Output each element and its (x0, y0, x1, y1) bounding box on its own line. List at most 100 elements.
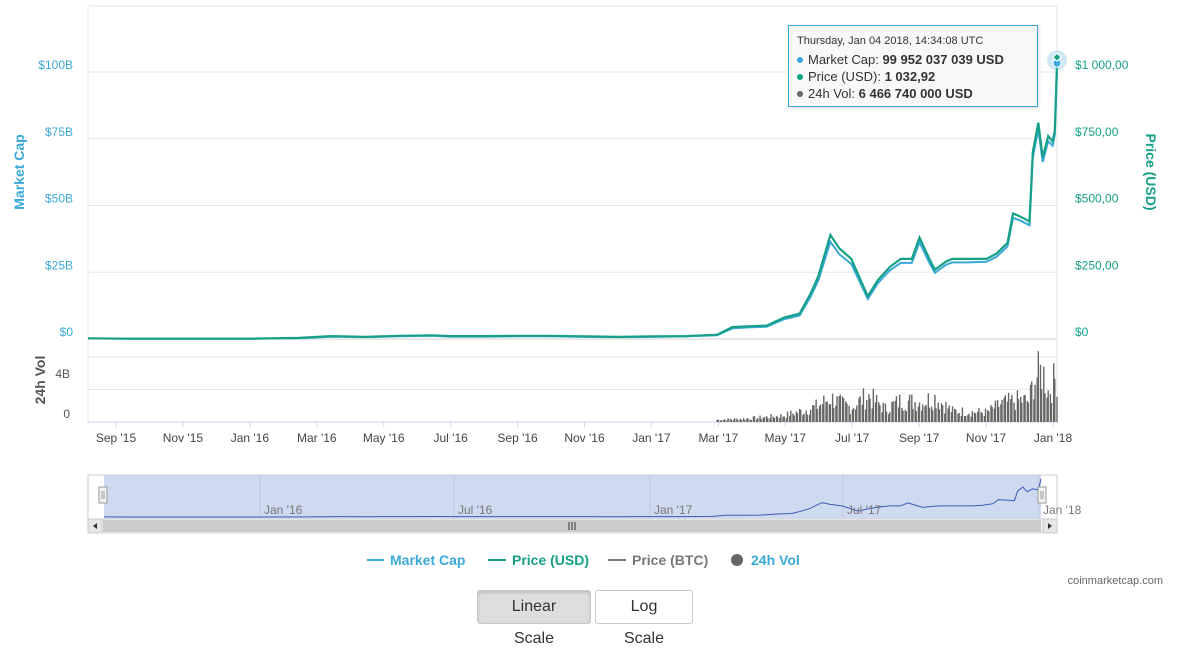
volume-bar (1049, 393, 1052, 422)
volume-bar (809, 409, 812, 422)
volume-bar (822, 404, 824, 422)
navigator-handle-left[interactable] (98, 486, 108, 504)
volume-bars (716, 351, 1058, 422)
hover-markers (1047, 50, 1067, 71)
volume-bar (803, 413, 805, 422)
legend-item-price-usd[interactable]: Price (USD) (488, 552, 589, 568)
volume-bar (716, 419, 718, 422)
volume-bar (889, 411, 891, 422)
volume-bar (856, 405, 858, 422)
volume-bar (974, 413, 977, 422)
volume-bar (944, 413, 946, 422)
volume-bar (984, 408, 987, 422)
legend-item-volume[interactable]: 24h Vol (731, 552, 800, 568)
volume-bar (973, 412, 976, 422)
volume-bar (917, 406, 920, 422)
volume-bar (938, 409, 941, 422)
volume-bar (930, 406, 933, 422)
volume-bar (866, 400, 868, 422)
volume-bar (991, 407, 993, 422)
volume-bar (878, 402, 880, 422)
volume-bar (790, 410, 792, 422)
volume-bar (1043, 366, 1045, 422)
tooltip-price-label: Price (USD): (808, 69, 881, 84)
volume-bar (1031, 381, 1033, 422)
x-tick-label: Jul '17 (835, 431, 870, 445)
volume-bar (872, 388, 875, 422)
navigator-line (103, 478, 1042, 518)
volume-bar (864, 409, 867, 422)
volume-bar (849, 414, 851, 422)
right-tick-label: $500,00 (1075, 192, 1119, 206)
volume-bar (990, 405, 992, 422)
navigator-selection[interactable] (104, 475, 1041, 519)
volume-bar (875, 394, 878, 422)
volume-bar (792, 413, 794, 422)
volume-bar (826, 401, 828, 422)
volume-bar (987, 410, 989, 422)
volume-bar (899, 394, 901, 422)
volume-bar (970, 416, 972, 422)
volume-bar (861, 404, 864, 422)
volume-bar (796, 413, 799, 422)
right-tick-label: $0 (1075, 325, 1089, 339)
volume-bar (785, 417, 788, 422)
volume-bar (729, 418, 732, 422)
volume-bar (841, 396, 844, 422)
volume-bar (1037, 351, 1040, 422)
volume-bar (957, 413, 959, 422)
scrollbar-right-arrow-icon (1048, 523, 1052, 529)
volume-bar (740, 419, 743, 422)
volume-bar (717, 419, 719, 422)
right-tick-label: $1 000,00 (1075, 58, 1129, 72)
volume-bar (846, 403, 848, 422)
volume-bar (1000, 404, 1002, 422)
credit-link[interactable]: coinmarketcap.com (1068, 575, 1163, 587)
navigator-tick-label: Jan '16 (264, 503, 303, 517)
x-tick-label: Nov '17 (966, 431, 1007, 445)
volume-bar (897, 407, 900, 422)
legend-volume-label: 24h Vol (751, 552, 800, 568)
volume-bar (749, 419, 751, 422)
volume-bar (783, 416, 785, 422)
navigator-handle-right[interactable] (1037, 486, 1047, 504)
volume-bar (852, 408, 855, 422)
volume-bar (967, 414, 969, 422)
volume-bar (719, 420, 722, 422)
left-tick-label: $75B (45, 125, 73, 139)
volume-bar (855, 409, 857, 422)
volume-bar (960, 415, 963, 422)
navigator-tick-label: Jul '16 (458, 503, 493, 517)
left-tick-label: $0 (60, 325, 74, 339)
volume-bar (884, 403, 887, 422)
volume-bar (724, 419, 726, 422)
volume-bar (770, 413, 772, 422)
volume-bar (816, 409, 818, 422)
linear-scale-button[interactable]: Linear Scale (477, 590, 591, 647)
volume-bar (746, 418, 748, 422)
log-scale-button[interactable]: Log Scale (595, 590, 693, 647)
legend-item-market-cap[interactable]: Market Cap (367, 552, 465, 568)
volume-bar (912, 408, 914, 422)
x-tick-label: May '17 (764, 431, 806, 445)
volume-bar (892, 401, 894, 422)
volume-bar (769, 418, 771, 422)
volume-bar (805, 410, 807, 422)
volume-bar (1040, 389, 1043, 422)
volume-bar (1039, 364, 1042, 422)
volume-bar (879, 405, 881, 422)
volume-bar (1011, 394, 1013, 422)
scrollbar-grip-icon (568, 522, 576, 530)
volume-bar (924, 406, 926, 422)
volume-bar (1044, 393, 1046, 422)
tooltip: Thursday, Jan 04 2018, 14:34:08 UTC Mark… (788, 25, 1038, 107)
legend-market-cap-label: Market Cap (390, 552, 465, 568)
legend-item-price-btc[interactable]: Price (BTC) (608, 552, 708, 568)
volume-bar (940, 403, 943, 422)
volume-bar (888, 414, 890, 422)
volume-bar (1021, 402, 1023, 422)
volume-bar (723, 419, 725, 422)
navigator-tick-label: Jan '17 (654, 503, 693, 517)
volume-bar (914, 402, 916, 422)
right-axis-ticks: $0 $250,00 $500,00 $750,00 $1 000,00 (1075, 58, 1129, 339)
